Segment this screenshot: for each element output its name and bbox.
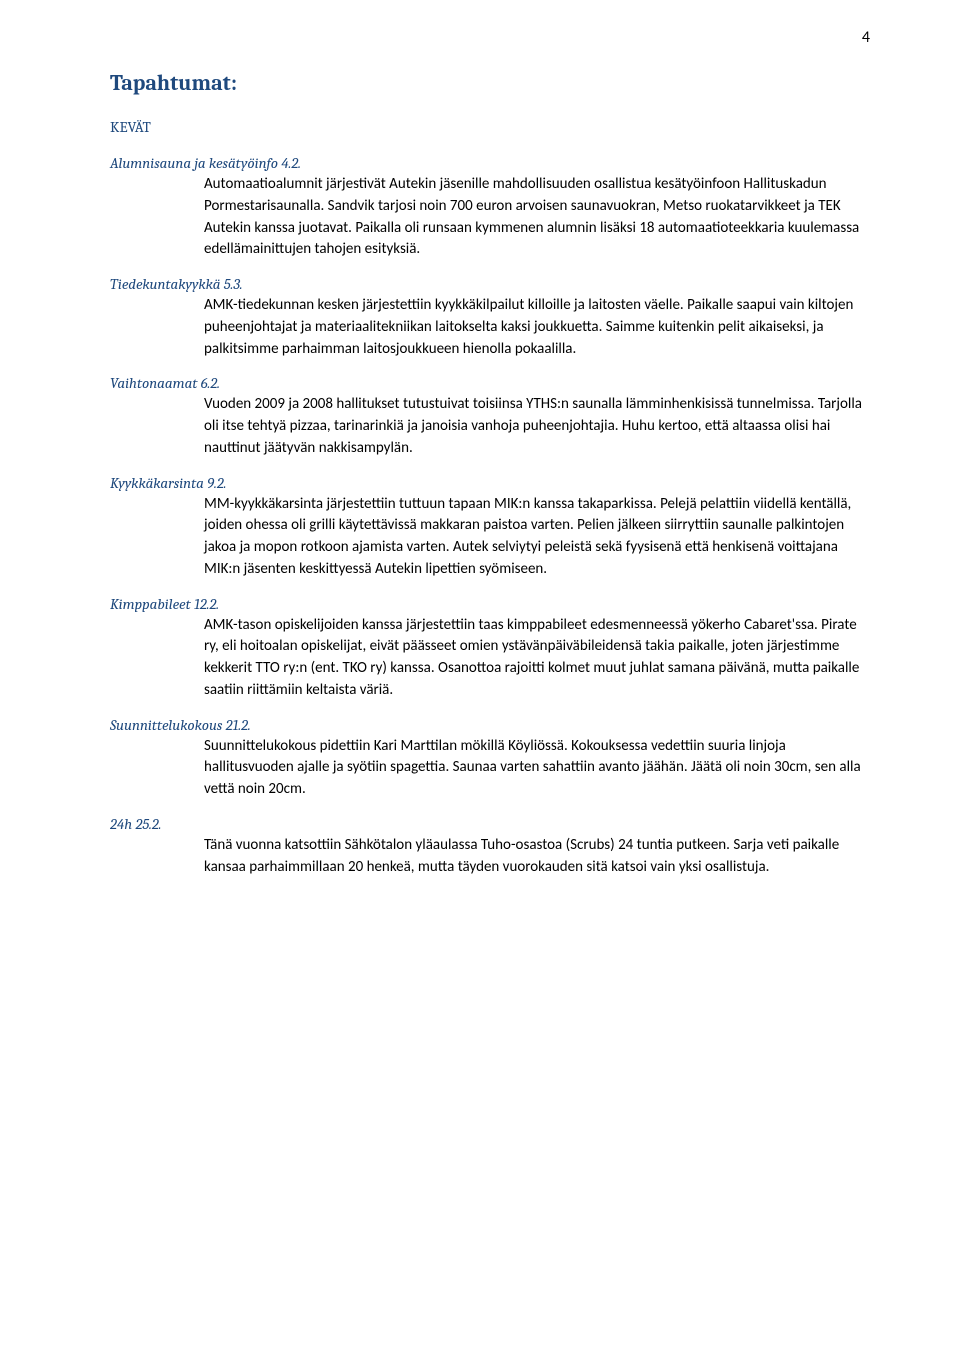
season-heading: KEVÄT [110, 118, 870, 136]
event-body: Vuoden 2009 ja 2008 hallitukset tutustui… [204, 394, 870, 459]
event-body: Tänä vuonna katsottiin Sähkötalon yläaul… [204, 835, 870, 879]
main-heading: Tapahtumat: [110, 70, 870, 96]
event-title: Vaihtonaamat 6.2. [110, 374, 870, 392]
event-block: Tiedekuntakyykkä 5.3. AMK-tiedekunnan ke… [110, 275, 870, 360]
page-number: 4 [862, 28, 870, 47]
event-block: Suunnittelukokous 21.2. Suunnittelukokou… [110, 716, 870, 801]
event-title: Alumnisauna ja kesätyöinfo 4.2. [110, 154, 870, 172]
event-title: Kimppabileet 12.2. [110, 595, 870, 613]
event-block: Vaihtonaamat 6.2. Vuoden 2009 ja 2008 ha… [110, 374, 870, 459]
event-body: AMK-tiedekunnan kesken järjestettiin kyy… [204, 295, 870, 360]
event-body: Suunnittelukokous pidettiin Kari Marttil… [204, 736, 870, 801]
event-block: 24h 25.2. Tänä vuonna katsottiin Sähköta… [110, 815, 870, 879]
event-body: AMK-tason opiskelijoiden kanssa järjeste… [204, 615, 870, 702]
event-body: Automaatioalumnit järjestivät Autekin jä… [204, 174, 870, 261]
event-title: Suunnittelukokous 21.2. [110, 716, 870, 734]
event-block: Alumnisauna ja kesätyöinfo 4.2. Automaat… [110, 154, 870, 261]
event-title: 24h 25.2. [110, 815, 870, 833]
event-title: Tiedekuntakyykkä 5.3. [110, 275, 870, 293]
event-body: MM-kyykkäkarsinta järjestettiin tuttuun … [204, 494, 870, 581]
event-block: Kimppabileet 12.2. AMK-tason opiskelijoi… [110, 595, 870, 702]
event-block: Kyykkäkarsinta 9.2. MM-kyykkäkarsinta jä… [110, 474, 870, 581]
event-title: Kyykkäkarsinta 9.2. [110, 474, 870, 492]
